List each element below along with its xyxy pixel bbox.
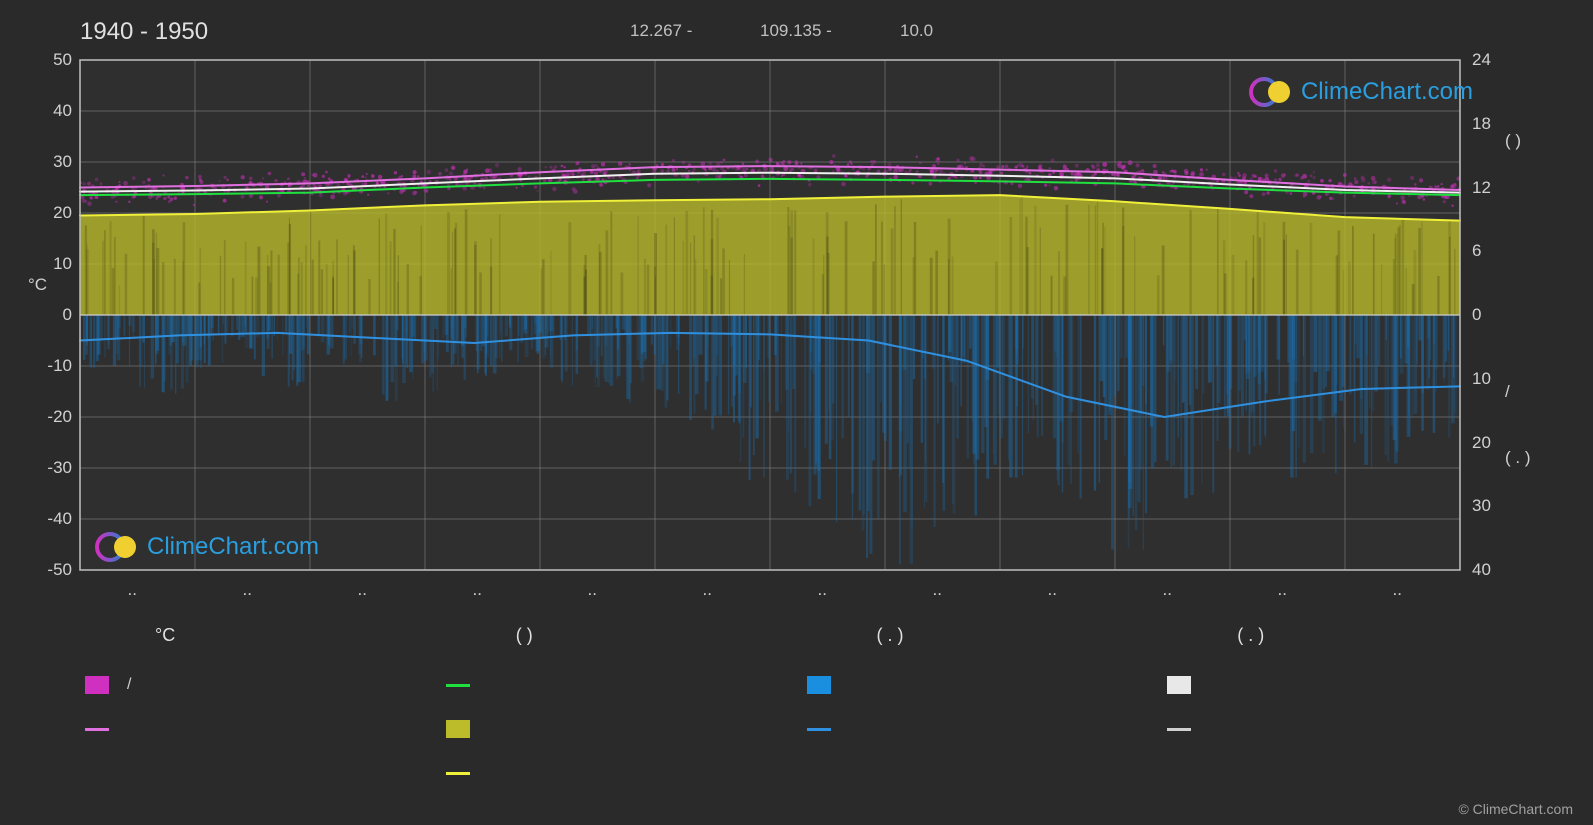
legend-item <box>797 673 1158 697</box>
legend-header: ( . ) <box>797 625 1158 653</box>
legend-item <box>797 717 1158 741</box>
legend-swatch <box>446 720 470 738</box>
watermark-lower: ClimeChart.com <box>95 530 319 564</box>
header-alt: 10.0 <box>900 21 933 41</box>
chart-title: 1940 - 1950 <box>80 18 208 46</box>
logo-icon <box>95 530 139 564</box>
ytick-left: -40 <box>32 509 72 529</box>
ytick-right-top: 6 <box>1472 241 1481 261</box>
xtick-month: .. <box>1048 580 1057 600</box>
ytick-right-top: 24 <box>1472 50 1491 70</box>
climate-chart <box>78 58 1462 572</box>
right-axis-annot: ( . ) <box>1505 448 1531 468</box>
legend-swatch <box>446 684 470 687</box>
ytick-right-bot: 40 <box>1472 560 1491 580</box>
ytick-right-bot: 10 <box>1472 369 1491 389</box>
xtick-month: .. <box>818 580 827 600</box>
copyright: © ClimeChart.com <box>1458 801 1573 817</box>
legend-header: ( . ) <box>1157 625 1518 653</box>
ytick-left: 50 <box>32 50 72 70</box>
chart-container: 1940 - 1950 12.267 - 109.135 - 10.0 °C 5… <box>0 0 1593 825</box>
watermark-upper: ClimeChart.com <box>1249 75 1473 109</box>
ytick-right-bot: 20 <box>1472 433 1491 453</box>
legend-swatch <box>807 728 831 731</box>
legend-item <box>1157 761 1518 785</box>
ytick-right-top: 18 <box>1472 114 1491 134</box>
xtick-month: .. <box>473 580 482 600</box>
legend-item <box>436 673 797 697</box>
xtick-month: .. <box>1278 580 1287 600</box>
watermark-text: ClimeChart.com <box>147 533 319 561</box>
xtick-month: .. <box>1163 580 1172 600</box>
right-axis-annot: ( ) <box>1505 131 1521 151</box>
legend-item <box>1157 673 1518 697</box>
header-lon: 109.135 - <box>760 21 832 41</box>
ytick-left: -20 <box>32 407 72 427</box>
ytick-left: -10 <box>32 356 72 376</box>
ytick-left: -50 <box>32 560 72 580</box>
legend-header: ( ) <box>436 625 797 653</box>
legend-swatch <box>1167 676 1191 694</box>
legend-item: / <box>75 673 436 697</box>
legend-swatch <box>807 676 831 694</box>
legend-item <box>797 761 1158 785</box>
xtick-month: .. <box>933 580 942 600</box>
legend-swatch <box>1167 728 1191 731</box>
legend-item <box>436 717 797 741</box>
legend-item <box>436 761 797 785</box>
xtick-month: .. <box>128 580 137 600</box>
legend: °C( )( . )( . )/ <box>75 625 1518 785</box>
ytick-right-top: 12 <box>1472 178 1491 198</box>
ytick-left: 0 <box>32 305 72 325</box>
xtick-month: .. <box>703 580 712 600</box>
ytick-left: 20 <box>32 203 72 223</box>
watermark-text: ClimeChart.com <box>1301 78 1473 106</box>
legend-item <box>75 717 436 741</box>
xtick-month: .. <box>358 580 367 600</box>
ytick-left: -30 <box>32 458 72 478</box>
xtick-month: .. <box>243 580 252 600</box>
xtick-month: .. <box>1393 580 1402 600</box>
ytick-left: 40 <box>32 101 72 121</box>
logo-icon <box>1249 75 1293 109</box>
ytick-left: 30 <box>32 152 72 172</box>
right-axis-annot: / <box>1505 382 1510 402</box>
left-axis-label: °C <box>28 275 47 295</box>
xtick-month: .. <box>588 580 597 600</box>
legend-swatch <box>85 676 109 694</box>
ytick-right-top: 0 <box>1472 305 1481 325</box>
ytick-left: 10 <box>32 254 72 274</box>
legend-item <box>1157 717 1518 741</box>
legend-item <box>75 761 436 785</box>
legend-label: / <box>127 676 131 694</box>
legend-swatch <box>85 728 109 731</box>
header-lat: 12.267 - <box>630 21 692 41</box>
legend-swatch <box>446 772 470 775</box>
ytick-right-bot: 30 <box>1472 496 1491 516</box>
legend-header: °C <box>75 625 436 653</box>
